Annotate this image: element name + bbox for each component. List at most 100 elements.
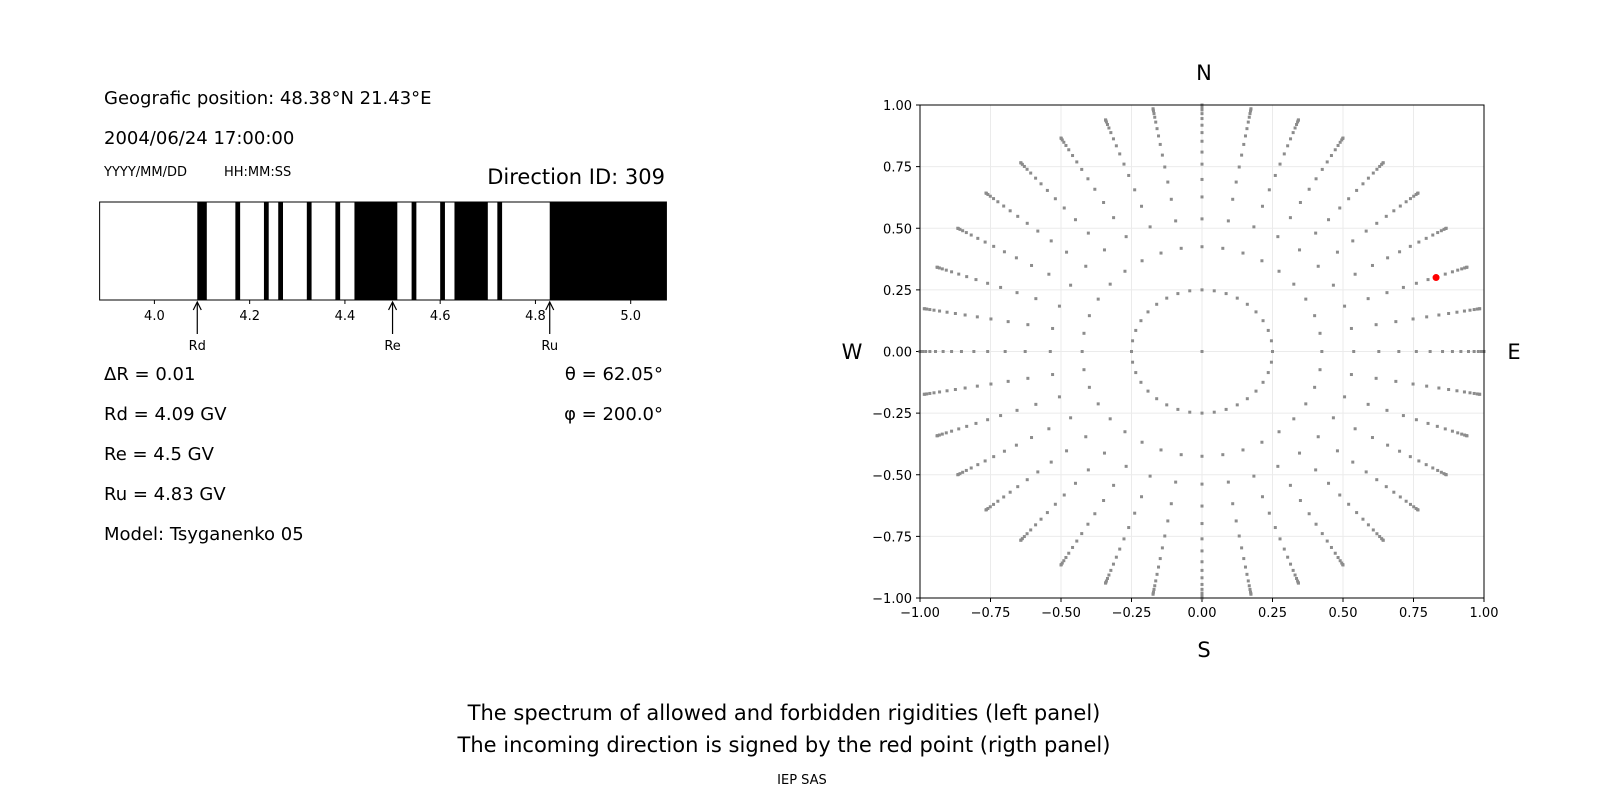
grid-point bbox=[925, 307, 929, 311]
grid-point bbox=[1086, 522, 1090, 526]
grid-point bbox=[1174, 480, 1178, 484]
grid-point bbox=[1375, 478, 1379, 482]
grid-point bbox=[1062, 140, 1066, 144]
grid-point bbox=[1047, 272, 1051, 276]
grid-point bbox=[1353, 272, 1357, 276]
grid-point bbox=[1335, 449, 1339, 453]
grid-point bbox=[1411, 317, 1415, 321]
grid-point bbox=[1026, 323, 1030, 327]
grid-point bbox=[1188, 289, 1192, 293]
grid-point bbox=[956, 226, 960, 230]
x-tick-label: 4.2 bbox=[239, 309, 260, 324]
north-label: N bbox=[1196, 61, 1212, 85]
grid-point bbox=[1014, 256, 1018, 260]
grid-point bbox=[1049, 460, 1053, 464]
grid-point bbox=[1104, 120, 1108, 124]
grid-point bbox=[1298, 200, 1302, 204]
grid-point bbox=[1111, 137, 1115, 141]
grid-point bbox=[986, 192, 990, 196]
grid-point bbox=[1062, 493, 1066, 497]
grid-point bbox=[1086, 468, 1090, 472]
grid-point bbox=[1282, 152, 1286, 156]
grid-point bbox=[1169, 197, 1173, 201]
plot-frame bbox=[919, 104, 1485, 599]
grid-point bbox=[983, 459, 987, 463]
grid-point bbox=[1298, 499, 1302, 503]
grid-point bbox=[1200, 217, 1204, 221]
grid-point bbox=[1124, 464, 1128, 468]
grid-point bbox=[1249, 109, 1253, 113]
grid-point bbox=[1053, 197, 1057, 201]
grid-point bbox=[1080, 350, 1084, 353]
grid-point bbox=[1057, 304, 1061, 308]
grid-point bbox=[1163, 165, 1167, 169]
forbidden-interval bbox=[278, 202, 284, 300]
grid-point bbox=[1370, 263, 1374, 267]
grid-point bbox=[1104, 118, 1108, 122]
grid-point bbox=[1249, 592, 1253, 596]
grid-point bbox=[1069, 283, 1073, 287]
grid-point bbox=[1266, 371, 1270, 375]
grid-point bbox=[950, 270, 954, 274]
grid-point bbox=[1200, 482, 1204, 486]
grid-point bbox=[1351, 239, 1355, 243]
grid-point bbox=[950, 350, 954, 353]
grid-point bbox=[1003, 350, 1007, 353]
grid-point bbox=[1109, 131, 1113, 135]
grid-point bbox=[1107, 573, 1111, 577]
grid-point bbox=[1086, 177, 1090, 181]
grid-point bbox=[1111, 562, 1115, 566]
grid-point bbox=[1247, 584, 1251, 588]
grid-point bbox=[1234, 180, 1238, 184]
incoming-direction-point bbox=[1432, 274, 1440, 282]
grid-point bbox=[988, 194, 992, 198]
model: Model: Tsyganenko 05 bbox=[104, 524, 304, 545]
marker-label: Ru bbox=[541, 339, 558, 354]
grid-point bbox=[1034, 402, 1038, 406]
grid-point bbox=[958, 227, 962, 231]
forbidden-interval bbox=[354, 202, 398, 300]
forbidden-interval bbox=[235, 202, 241, 300]
grid-point bbox=[1200, 177, 1204, 181]
grid-point bbox=[1221, 246, 1225, 250]
grid-point bbox=[956, 473, 960, 477]
grid-point bbox=[1245, 572, 1249, 576]
grid-point bbox=[1200, 195, 1204, 199]
grid-point bbox=[1444, 473, 1448, 477]
grid-point bbox=[1029, 171, 1033, 175]
grid-point bbox=[1045, 188, 1049, 192]
grid-point bbox=[1295, 122, 1299, 126]
grid-point bbox=[1130, 350, 1133, 353]
grid-point bbox=[1331, 283, 1335, 287]
grid-point bbox=[1102, 200, 1106, 204]
grid-point bbox=[1096, 402, 1100, 406]
grid-point bbox=[1240, 153, 1244, 157]
grid-point bbox=[1200, 522, 1204, 526]
grid-point bbox=[1104, 581, 1108, 585]
grid-point bbox=[1080, 532, 1084, 536]
grid-point bbox=[1248, 112, 1252, 116]
grid-point bbox=[1155, 397, 1159, 401]
grid-point bbox=[1155, 127, 1159, 131]
grid-point bbox=[1002, 449, 1006, 453]
grid-point bbox=[1224, 292, 1228, 296]
grid-point bbox=[986, 350, 990, 353]
grid-point bbox=[1036, 229, 1040, 233]
grid-point bbox=[1122, 162, 1126, 166]
grid-point bbox=[1338, 493, 1342, 497]
grid-point bbox=[1377, 350, 1381, 353]
grid-point bbox=[1338, 140, 1342, 144]
south-label: S bbox=[1197, 638, 1210, 662]
grid-point bbox=[1460, 432, 1464, 436]
grid-point bbox=[1062, 559, 1066, 563]
grid-point bbox=[1463, 266, 1467, 270]
grid-point bbox=[1347, 502, 1351, 506]
grid-point bbox=[964, 468, 968, 472]
grid-point bbox=[1082, 368, 1086, 372]
x-tick-label: −0.50 bbox=[1041, 606, 1081, 621]
grid-point bbox=[1282, 547, 1286, 551]
grid-point bbox=[1082, 331, 1086, 335]
grid-point bbox=[1140, 440, 1144, 444]
grid-point bbox=[988, 505, 992, 509]
